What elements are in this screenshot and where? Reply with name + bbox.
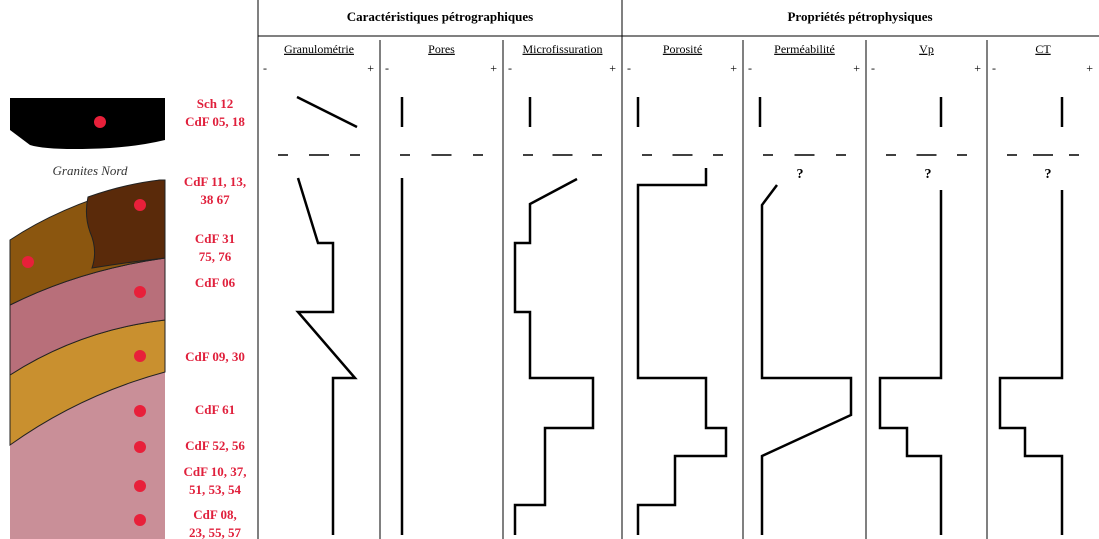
sample-label: 51, 53, 54 [189,482,242,497]
column-header: Perméabilité [774,42,835,56]
scale-high: + [609,61,616,75]
sample-label: 23, 55, 57 [189,525,242,539]
unknown-mark: ? [797,167,804,182]
scale-low: - [871,61,875,75]
scale-high: + [730,61,737,75]
scale-high: + [1086,61,1093,75]
sample-label: CdF 10, 37, [183,464,246,479]
sample-label: 38 67 [200,192,230,207]
scale-high: + [853,61,860,75]
layer-top [10,98,165,149]
scale-high: + [367,61,374,75]
scale-low: - [627,61,631,75]
sample-label: CdF 61 [195,402,235,417]
geology: Granites Nord [9,98,166,539]
sample-label: CdF 11, 13, [184,174,246,189]
group-title: Propriétés pétrophysiques [787,9,932,24]
scale-high: + [974,61,981,75]
column-header: Pores [428,42,455,56]
profiles [295,95,1064,535]
scale-low: - [263,61,267,75]
sample-label: CdF 05, 18 [185,114,245,129]
sample-label: CdF 31 [195,231,235,246]
scale-low: - [508,61,512,75]
unknown-mark: ? [1045,167,1052,182]
scale-low: - [385,61,389,75]
formation-label: Granites Nord [53,163,128,178]
sample-points [22,116,146,526]
sample-label: CdF 06 [195,275,236,290]
unknown-mark: ? [925,167,932,182]
scale-high: + [490,61,497,75]
column-header: Granulométrie [284,42,354,56]
group-title: Caractéristiques pétrographiques [347,9,533,24]
scale-low: - [992,61,996,75]
layer [10,372,165,539]
sample-label: CdF 08, [193,507,237,522]
column-header: Microfissuration [523,42,603,56]
scale-low: - [748,61,752,75]
sample-label: 75, 76 [199,249,232,264]
layer [85,179,166,269]
sample-label: Sch 12 [197,96,233,111]
column-header: CT [1035,42,1051,56]
frame [257,0,1099,539]
column-header: Vp [919,42,934,56]
sample-label: CdF 09, 30 [185,349,245,364]
sample-label: CdF 52, 56 [185,438,245,453]
column-header: Porosité [663,42,702,56]
